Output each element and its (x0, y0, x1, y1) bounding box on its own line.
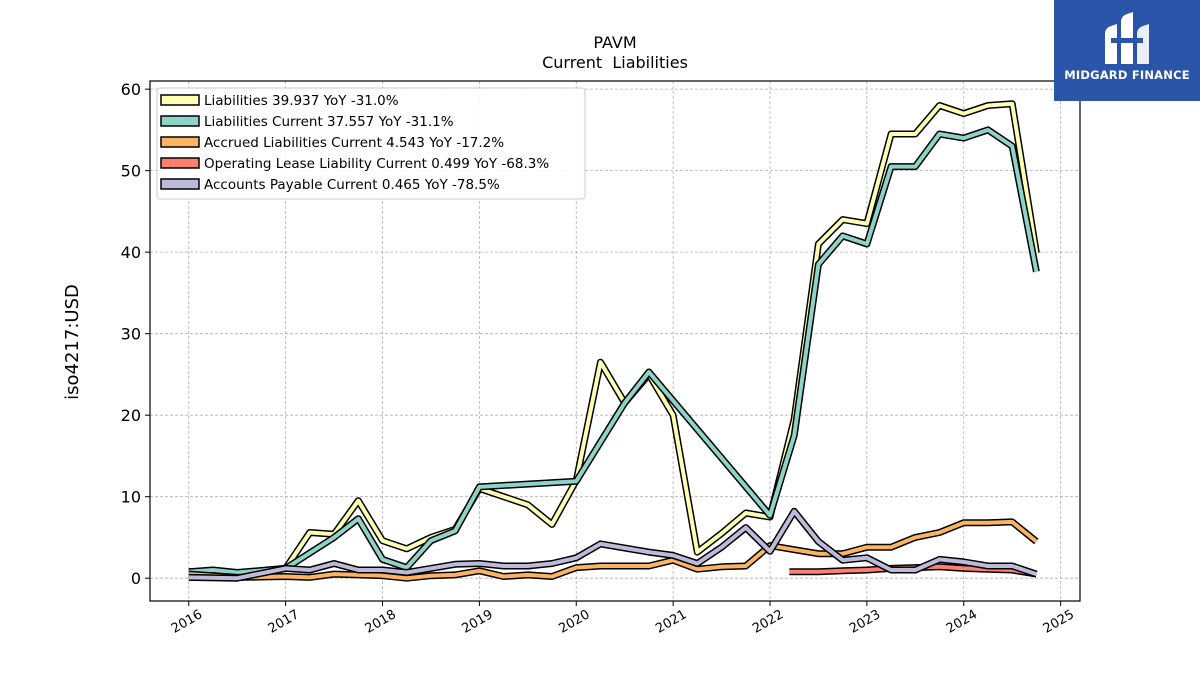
chart-title: PAVM (593, 33, 636, 52)
y-tick-label: 50 (121, 162, 141, 181)
midgard-finance-logo: MIDGARD FINANCE (1054, 0, 1200, 101)
legend-swatch (160, 157, 200, 169)
x-tick-label: 2020 (556, 607, 592, 637)
legend: Liabilities 39.937 YoY -31.0% Liabilities… (156, 87, 586, 200)
legend-label: Liabilities 39.937 YoY -31.0% (204, 93, 399, 109)
legend-swatch (160, 94, 200, 106)
plot-frame (149, 80, 1081, 602)
legend-label: Liabilities Current 37.557 YoY -31.1% (204, 114, 454, 130)
legend-label: Accounts Payable Current 0.465 YoY -78.5… (204, 177, 500, 193)
y-tick-label: 0 (131, 569, 141, 588)
logo-text: MIDGARD FINANCE (1064, 68, 1190, 82)
legend-box (156, 87, 586, 200)
x-tick-label: 2021 (653, 607, 689, 637)
x-tick-label: 2022 (750, 607, 786, 637)
x-tick-label: 2019 (460, 607, 496, 637)
x-tick-label: 2017 (266, 607, 302, 637)
y-tick-label: 40 (121, 243, 141, 262)
series-line-1 (188, 127, 1039, 575)
x-tick-label: 2023 (847, 607, 883, 637)
y-tick-label: 20 (121, 406, 141, 425)
legend-swatch (160, 115, 200, 127)
legend-label: Accrued Liabilities Current 4.543 YoY -1… (204, 135, 504, 151)
x-tick-label: 2025 (1041, 607, 1077, 637)
x-tick-label: 2024 (944, 607, 980, 637)
midgard-logo-icon (1105, 12, 1149, 64)
legend-swatch (160, 136, 200, 148)
chart-subtitle: Current Liabilities (542, 53, 688, 72)
series-line-4 (188, 509, 1038, 581)
y-tick-label: 60 (121, 80, 141, 99)
x-tick-label: 2018 (363, 607, 399, 637)
series-line-2 (188, 519, 1038, 581)
x-tick-label: 2016 (169, 607, 205, 637)
y-axis-label: iso4217:USD (62, 284, 83, 400)
y-tick-label: 30 (121, 325, 141, 344)
legend-swatch (160, 178, 200, 190)
series-lines (188, 100, 1040, 582)
legend-label: Operating Lease Liability Current 0.499 … (204, 156, 549, 172)
y-tick-label: 10 (121, 488, 141, 507)
